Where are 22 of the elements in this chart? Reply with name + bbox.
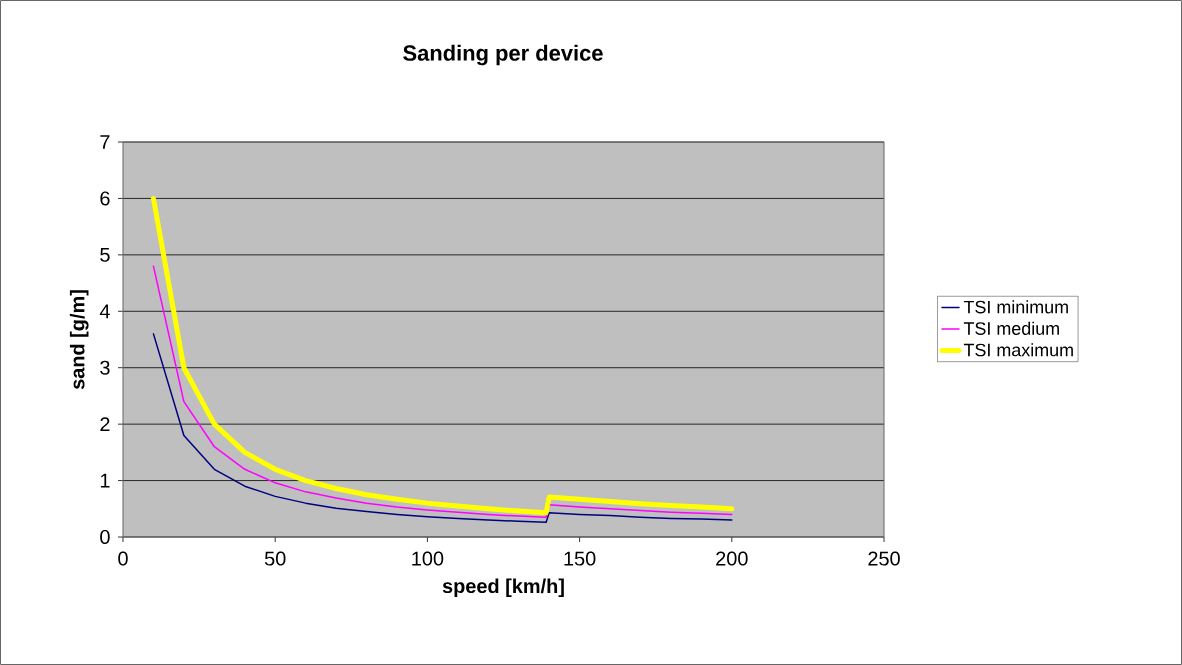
legend-label: TSI minimum — [963, 300, 1068, 314]
y-tick-label: 7 — [100, 135, 110, 149]
y-tick-label: 6 — [100, 191, 110, 206]
x-tick-label: 150 — [564, 551, 596, 566]
legend-label: TSI medium — [963, 321, 1059, 335]
line-series — [152, 265, 733, 518]
x-tick-label: 0 — [118, 551, 128, 566]
x-tick-label: 200 — [716, 551, 748, 566]
x-tick-label: 250 — [868, 551, 900, 566]
x-tick-label: 50 — [264, 551, 286, 566]
line-series — [152, 333, 733, 524]
y-tick-label: 4 — [99, 304, 110, 319]
y-axis-title: sand [g/m] — [69, 290, 89, 390]
y-tick-label: 0 — [100, 529, 110, 545]
y-tick-label: 3 — [100, 360, 110, 375]
legend-label: TSI maximum — [963, 343, 1073, 357]
y-tick-label: 5 — [100, 247, 110, 262]
y-tick-label: 2 — [100, 417, 110, 432]
y-tick-label: 1 — [100, 473, 110, 488]
x-axis-title: speed [km/h] — [442, 578, 564, 598]
x-tick-label: 100 — [412, 551, 444, 566]
chart-title: Sanding per device — [403, 44, 603, 66]
